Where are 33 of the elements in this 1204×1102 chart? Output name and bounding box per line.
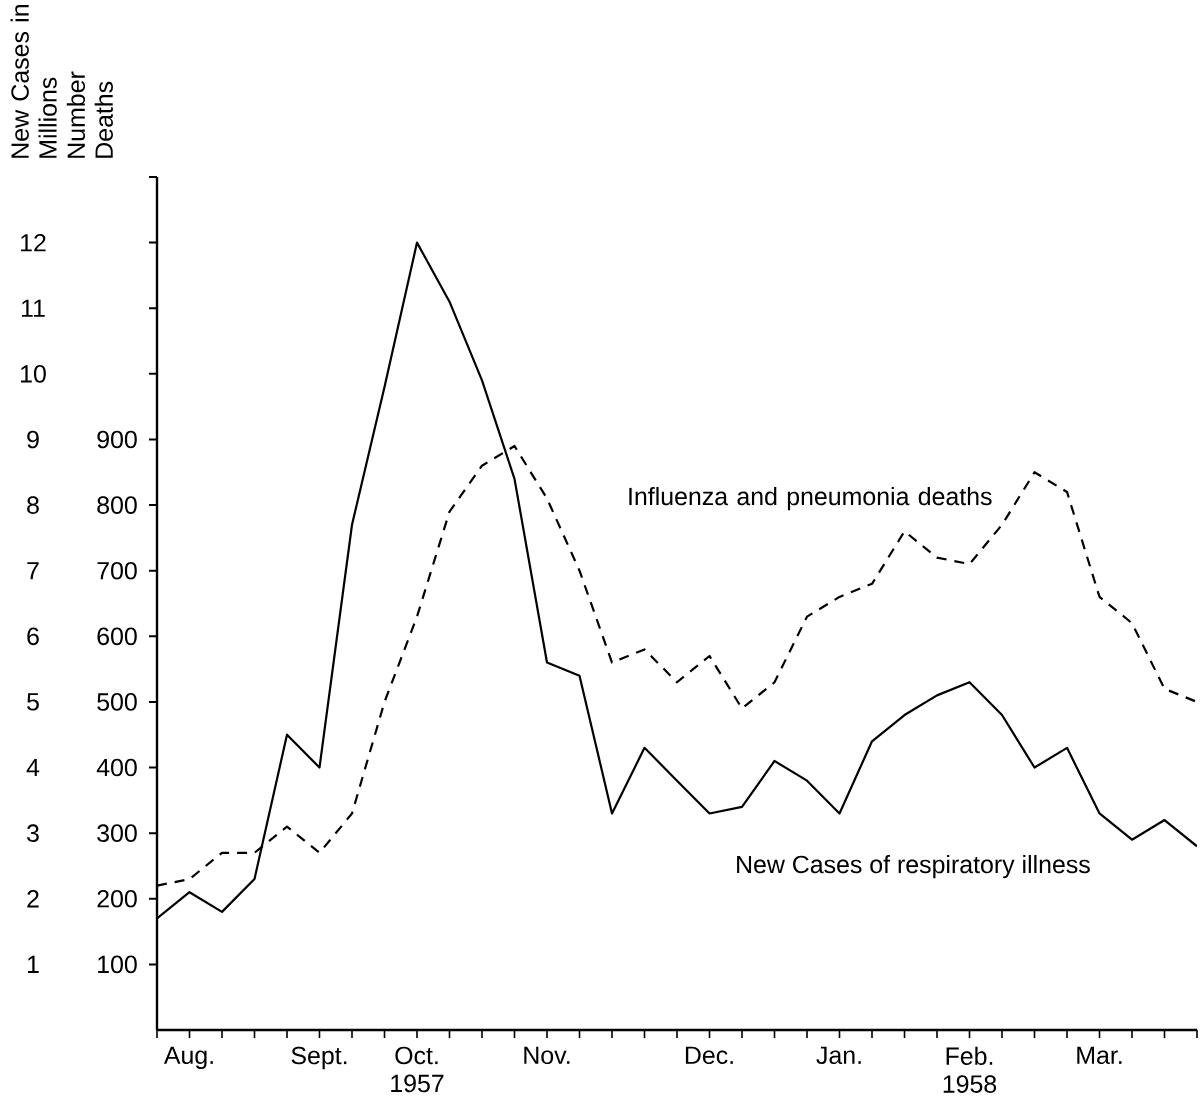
y2-tick-label: 600 bbox=[97, 627, 137, 646]
x-tick-label: Mar. bbox=[1077, 1046, 1122, 1065]
y-tick-label: 5 bbox=[27, 693, 39, 711]
y-tick-label: 11 bbox=[21, 299, 45, 317]
x-tick-label: Oct. 1957 bbox=[391, 1046, 444, 1093]
y2-tick-label: 400 bbox=[96, 758, 137, 777]
y-tick-label: 4 bbox=[26, 758, 40, 777]
x-tick-label: Feb. 1958 bbox=[943, 1046, 997, 1093]
x-tick-label: Aug. bbox=[163, 1046, 213, 1069]
y-tick-label: 8 bbox=[27, 496, 39, 514]
y-axis-title: New Cases in Millions bbox=[10, 5, 57, 158]
y-tick-label: 10 bbox=[21, 365, 46, 383]
y2-tick-label: 700 bbox=[97, 561, 137, 580]
y2-tick-label: 800 bbox=[97, 496, 137, 514]
y-tick-label: 1 bbox=[27, 955, 39, 973]
y-tick-label: 12 bbox=[21, 233, 46, 252]
y2-tick-label: 100 bbox=[98, 955, 137, 974]
y2-axis-title: Number Deaths bbox=[66, 71, 113, 158]
series-label: New Cases of respiratory illness bbox=[737, 854, 1090, 879]
y-tick-label: 6 bbox=[27, 627, 39, 646]
y-tick-label: 9 bbox=[27, 430, 39, 449]
x-tick-label: Dec. bbox=[685, 1046, 733, 1065]
y-tick-label: 7 bbox=[27, 562, 39, 580]
y2-tick-label: 900 bbox=[97, 430, 137, 449]
y2-tick-label: 300 bbox=[97, 824, 137, 842]
x-tick-label: Nov. bbox=[524, 1046, 570, 1065]
y2-tick-label: 200 bbox=[97, 889, 137, 908]
y2-tick-label: 500 bbox=[97, 693, 137, 711]
y-tick-label: 2 bbox=[27, 890, 39, 908]
x-tick-label: Sept. bbox=[291, 1046, 347, 1070]
series-label: Influenza and pneumonia deaths bbox=[629, 486, 992, 511]
x-tick-label: Jan. bbox=[816, 1046, 861, 1065]
y-tick-label: 3 bbox=[27, 824, 39, 842]
